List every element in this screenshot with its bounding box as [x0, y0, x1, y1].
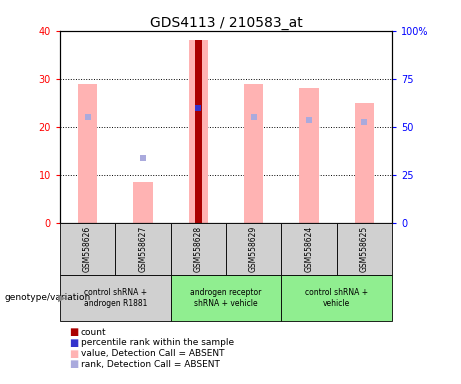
- Bar: [337, 223, 392, 275]
- Text: value, Detection Call = ABSENT: value, Detection Call = ABSENT: [81, 349, 224, 358]
- Text: androgen receptor
shRNA + vehicle: androgen receptor shRNA + vehicle: [190, 288, 261, 308]
- Text: ■: ■: [69, 327, 78, 337]
- Bar: [195, 40, 201, 223]
- Bar: [244, 84, 263, 223]
- Text: GSM558628: GSM558628: [194, 225, 203, 272]
- Text: rank, Detection Call = ABSENT: rank, Detection Call = ABSENT: [81, 360, 219, 369]
- Bar: [60, 275, 171, 321]
- Bar: [299, 88, 319, 223]
- Text: ▶: ▶: [58, 293, 65, 303]
- Text: GSM558626: GSM558626: [83, 225, 92, 272]
- Text: ■: ■: [69, 338, 78, 348]
- Text: count: count: [81, 328, 106, 337]
- Bar: [171, 223, 226, 275]
- Bar: [133, 182, 153, 223]
- Bar: [60, 223, 115, 275]
- Bar: [171, 275, 281, 321]
- Bar: [226, 223, 281, 275]
- Bar: [115, 223, 171, 275]
- Text: genotype/variation: genotype/variation: [5, 293, 91, 302]
- Title: GDS4113 / 210583_at: GDS4113 / 210583_at: [149, 16, 302, 30]
- Bar: [189, 40, 208, 223]
- Bar: [355, 103, 374, 223]
- Text: GSM558624: GSM558624: [304, 225, 313, 272]
- Text: ■: ■: [69, 349, 78, 359]
- Text: ■: ■: [69, 359, 78, 369]
- Text: GSM558627: GSM558627: [138, 225, 148, 272]
- Bar: [281, 223, 337, 275]
- Text: percentile rank within the sample: percentile rank within the sample: [81, 338, 234, 348]
- Text: GSM558625: GSM558625: [360, 225, 369, 272]
- Bar: [281, 275, 392, 321]
- Text: control shRNA +
vehicle: control shRNA + vehicle: [305, 288, 368, 308]
- Bar: [78, 84, 97, 223]
- Text: GSM558629: GSM558629: [249, 225, 258, 272]
- Text: control shRNA +
androgen R1881: control shRNA + androgen R1881: [83, 288, 147, 308]
